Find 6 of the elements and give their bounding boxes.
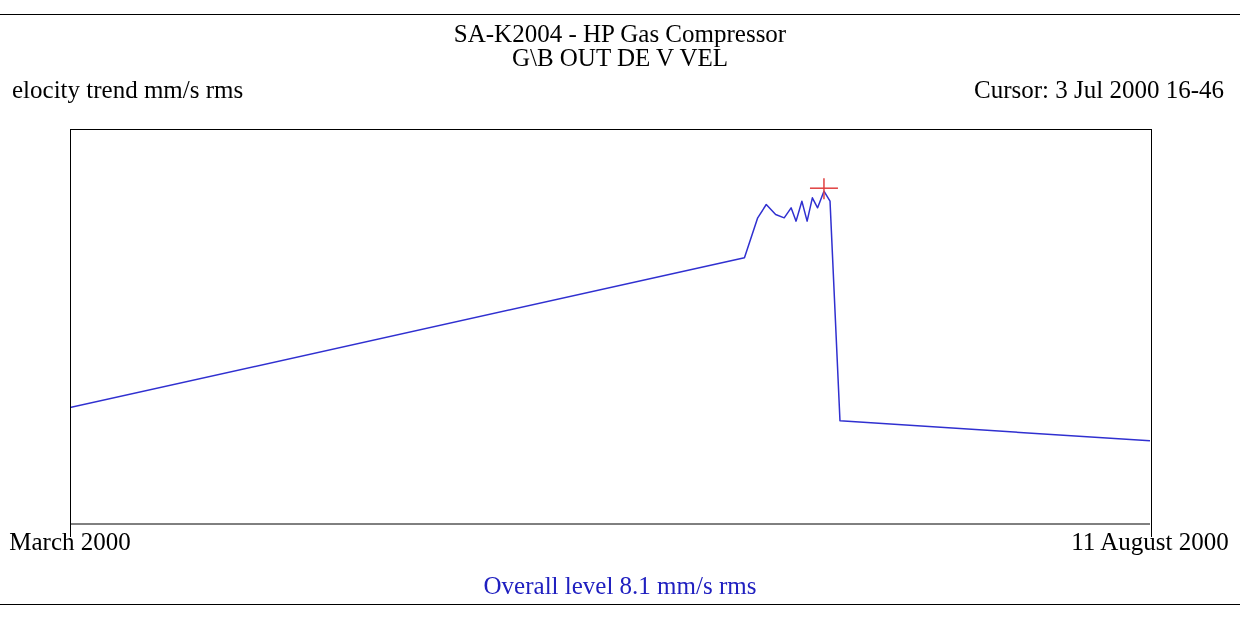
text: Overall level 8.1 mm/s rms — [482, 572, 758, 600]
x-tick-label: 11 August 2000 — [1071, 527, 1229, 555]
chart-title: SA-K2004 - HP Gas Compressor — [452, 20, 788, 47]
x-tick-label: March 2000 — [9, 527, 131, 555]
text: Cursor: 3 Jul 2000 16-46 — [974, 76, 1224, 104]
y-axis-title: elocity trend mm/s rms — [12, 76, 244, 104]
